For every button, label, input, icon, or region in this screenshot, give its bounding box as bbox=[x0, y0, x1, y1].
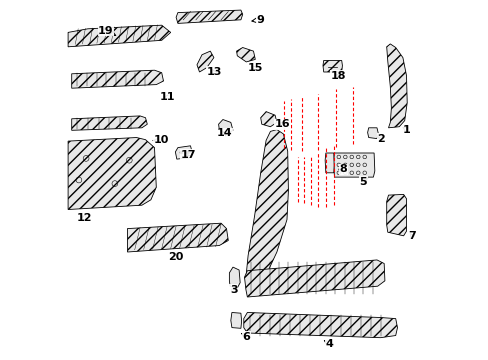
Text: 9: 9 bbox=[251, 15, 264, 25]
Polygon shape bbox=[197, 51, 213, 72]
Text: 1: 1 bbox=[402, 125, 409, 135]
Polygon shape bbox=[244, 260, 384, 297]
Polygon shape bbox=[244, 312, 397, 338]
Polygon shape bbox=[72, 70, 163, 88]
Polygon shape bbox=[260, 112, 276, 127]
Polygon shape bbox=[322, 60, 342, 72]
Text: 6: 6 bbox=[241, 332, 250, 342]
Polygon shape bbox=[325, 153, 333, 173]
Polygon shape bbox=[72, 116, 147, 130]
Text: 12: 12 bbox=[77, 213, 92, 223]
Polygon shape bbox=[236, 48, 255, 62]
Text: 7: 7 bbox=[407, 231, 415, 241]
Text: 5: 5 bbox=[359, 177, 367, 187]
Text: 18: 18 bbox=[330, 71, 345, 81]
Polygon shape bbox=[230, 312, 241, 328]
Text: 20: 20 bbox=[168, 252, 183, 262]
Polygon shape bbox=[246, 130, 288, 284]
Text: 16: 16 bbox=[274, 119, 289, 129]
Text: 11: 11 bbox=[159, 92, 175, 102]
Text: 19: 19 bbox=[98, 26, 116, 36]
Polygon shape bbox=[333, 153, 374, 177]
Text: 13: 13 bbox=[206, 67, 221, 77]
Text: 8: 8 bbox=[338, 164, 346, 174]
Polygon shape bbox=[68, 138, 156, 210]
Text: 15: 15 bbox=[247, 63, 263, 73]
Polygon shape bbox=[68, 25, 170, 47]
Polygon shape bbox=[386, 194, 406, 236]
Polygon shape bbox=[367, 128, 378, 139]
Text: 14: 14 bbox=[217, 128, 232, 138]
Polygon shape bbox=[175, 146, 192, 159]
Polygon shape bbox=[218, 120, 232, 134]
Text: 10: 10 bbox=[153, 135, 169, 145]
Polygon shape bbox=[229, 267, 240, 288]
Text: 4: 4 bbox=[324, 339, 332, 349]
Text: 17: 17 bbox=[181, 150, 196, 160]
Polygon shape bbox=[176, 10, 242, 23]
Polygon shape bbox=[386, 44, 407, 128]
Text: 2: 2 bbox=[377, 134, 385, 144]
Text: 3: 3 bbox=[229, 285, 237, 295]
Polygon shape bbox=[127, 223, 228, 252]
